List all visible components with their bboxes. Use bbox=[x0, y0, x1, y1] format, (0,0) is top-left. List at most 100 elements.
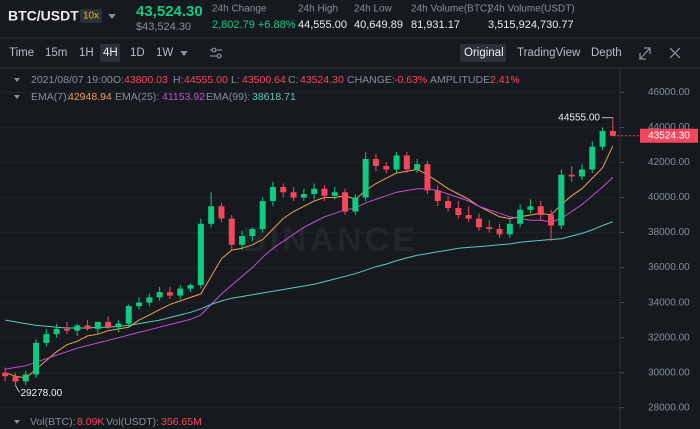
stat-label: 24h Change bbox=[212, 4, 267, 15]
pair[interactable]: BTC/USDT bbox=[8, 8, 79, 24]
y-tick-label: 34000.00 bbox=[648, 297, 690, 308]
last-price-label: 43524.30 bbox=[648, 130, 690, 141]
active-interval bbox=[100, 44, 120, 62]
info-value: 43800.03 bbox=[124, 74, 168, 86]
candle-body bbox=[537, 206, 544, 216]
interval[interactable]: 1W bbox=[156, 47, 173, 59]
interval[interactable]: 4H bbox=[103, 47, 118, 59]
stat-value: 3,515,924,730.77 bbox=[488, 19, 574, 31]
view-tab[interactable]: TradingView bbox=[517, 47, 581, 59]
info-label: O: bbox=[113, 74, 124, 86]
candle-body bbox=[22, 374, 29, 382]
candle-body bbox=[589, 146, 596, 170]
candle-body bbox=[84, 325, 91, 329]
candle-body bbox=[445, 201, 452, 209]
expand-icon[interactable] bbox=[639, 47, 651, 60]
ema-line bbox=[5, 176, 614, 370]
candle-body bbox=[517, 209, 524, 224]
candle-body bbox=[136, 302, 143, 307]
interval[interactable]: 1H bbox=[79, 47, 94, 59]
candle-body bbox=[259, 201, 266, 230]
candle-body bbox=[12, 376, 19, 382]
candle-body bbox=[548, 215, 555, 226]
low-label: 29278.00 bbox=[20, 388, 62, 399]
candle-body bbox=[228, 218, 235, 245]
candle-body bbox=[558, 174, 565, 226]
candle-body bbox=[496, 229, 503, 235]
candle-body bbox=[63, 328, 70, 331]
candle-time: 2021/08/07 19:00 bbox=[31, 74, 113, 86]
candle-body bbox=[53, 328, 60, 335]
y-tick-label: 30000.00 bbox=[648, 367, 690, 378]
info-value: 43524.30 bbox=[300, 74, 344, 86]
stat-label: 24h Low bbox=[354, 4, 393, 15]
stat-value: 40,649.89 bbox=[354, 19, 403, 31]
view-tab[interactable]: Original bbox=[464, 47, 504, 59]
stat-value: 2,802.79 +6.88% bbox=[212, 19, 296, 31]
last-price-box bbox=[640, 128, 698, 143]
volume-label: Vol(USDT): bbox=[106, 416, 159, 428]
candle-body bbox=[486, 227, 493, 230]
candle-body bbox=[331, 192, 338, 196]
volume-label: Vol(BTC): bbox=[30, 416, 76, 428]
stat-label: 24h Volume(BTC) bbox=[411, 4, 490, 15]
candle-body bbox=[208, 206, 215, 224]
info-value: 2.41% bbox=[490, 74, 520, 86]
candle-body bbox=[156, 292, 163, 298]
candle-body bbox=[239, 236, 246, 245]
interval-dropdown[interactable] bbox=[180, 51, 188, 56]
candle-body bbox=[609, 130, 616, 136]
y-tick-label: 32000.00 bbox=[648, 332, 690, 343]
info-label: C: bbox=[288, 74, 299, 86]
candle-body bbox=[578, 169, 585, 177]
ema-line bbox=[5, 221, 614, 329]
candle-body bbox=[311, 188, 318, 194]
candle-body bbox=[218, 206, 225, 219]
interval[interactable]: 1D bbox=[130, 47, 145, 59]
pair-dropdown[interactable] bbox=[108, 14, 116, 19]
close-icon[interactable] bbox=[669, 47, 681, 59]
y-tick-label: 42000.00 bbox=[648, 157, 690, 168]
candle-body bbox=[465, 215, 472, 219]
candle-body bbox=[424, 164, 431, 191]
stat-label: 24h High bbox=[298, 4, 338, 15]
leverage[interactable]: 10x bbox=[83, 11, 99, 22]
collapse[interactable] bbox=[14, 95, 20, 99]
interval[interactable]: 15m bbox=[45, 47, 67, 59]
candle-body bbox=[125, 306, 132, 324]
settings-icon[interactable] bbox=[210, 47, 222, 59]
candle-body bbox=[115, 323, 122, 328]
stat-value: 81,931.17 bbox=[411, 19, 460, 31]
high-label: 44555.00 bbox=[558, 112, 600, 123]
legend-label: EMA(7): bbox=[31, 91, 70, 103]
candle-body bbox=[393, 155, 400, 170]
info-value: -0.63% bbox=[394, 74, 427, 86]
interval: Time bbox=[9, 47, 34, 59]
legend-label: EMA(25): bbox=[115, 91, 159, 103]
view-tab[interactable]: Depth bbox=[591, 47, 622, 59]
y-tick-label: 38000.00 bbox=[648, 227, 690, 238]
ema-line bbox=[5, 145, 614, 379]
candle-body bbox=[403, 155, 410, 170]
info-value: 44555.00 bbox=[184, 74, 228, 86]
collapse[interactable] bbox=[14, 420, 20, 424]
candle-body bbox=[33, 342, 40, 375]
collapse[interactable] bbox=[14, 78, 20, 82]
candle-body bbox=[74, 325, 81, 331]
info-label: L: bbox=[231, 74, 240, 86]
leverage-badge[interactable] bbox=[80, 9, 102, 23]
legend-value: 42948.94 bbox=[68, 91, 112, 103]
info-label: CHANGE: bbox=[347, 74, 395, 86]
candle-body bbox=[362, 158, 369, 198]
stat-label: 24h Volume(USDT) bbox=[488, 4, 575, 15]
y-tick-label: 36000.00 bbox=[648, 262, 690, 273]
info-label: H: bbox=[173, 74, 184, 86]
candle-body bbox=[197, 223, 204, 286]
y-tick-label: 28000.00 bbox=[648, 402, 690, 413]
candle-body bbox=[434, 190, 441, 202]
candle-body bbox=[280, 186, 287, 193]
y-tick-label: 44000.00 bbox=[648, 122, 690, 133]
candle-body bbox=[94, 321, 101, 329]
candle-body bbox=[146, 297, 153, 303]
